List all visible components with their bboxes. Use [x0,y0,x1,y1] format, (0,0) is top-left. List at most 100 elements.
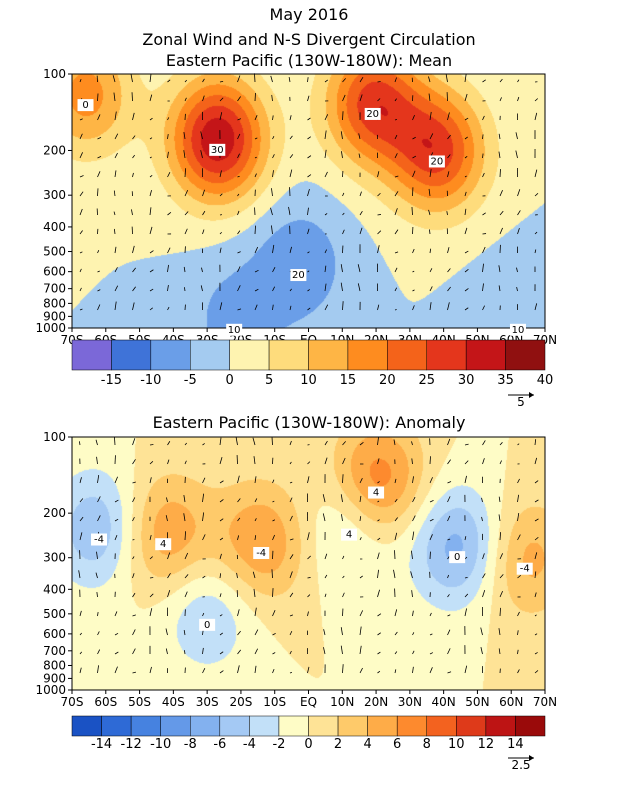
wind-arrow [340,264,343,273]
colorbar-swatch [308,715,339,737]
y-tick-label: 1000 [35,683,66,697]
wind-arrow [447,112,450,121]
wind-arrow [534,614,537,617]
wind-arrow [113,92,116,102]
wind-arrow [200,131,203,140]
wind-arrow [97,137,102,140]
y-tick-label: 500 [43,607,66,621]
wind-arrow [79,667,82,674]
colorbar-label: 40 [537,373,554,388]
wind-arrow [114,170,117,178]
wind-arrow [272,154,275,159]
wind-arrow [377,519,380,522]
wind-arrow [429,667,433,674]
wind-arrow [324,130,327,140]
wind-arrow [219,170,222,178]
wind-arrow [498,151,501,159]
wind-arrow [113,228,116,235]
wind-arrow [307,95,310,102]
colorbar-label: -5 [184,373,197,388]
colorbar-swatch [71,715,102,737]
wind-arrow [464,536,467,541]
wind-arrow [447,648,451,655]
wind-arrow [324,304,329,311]
wind-arrow [324,79,329,83]
wind-arrow [131,209,133,216]
wind-arrow [447,594,450,598]
wind-arrow [219,480,224,484]
wind-arrow [97,114,101,121]
wind-arrow [219,437,222,446]
wind-arrow [184,168,187,178]
wind-arrow [307,289,310,292]
colorbar-label: 6 [393,737,401,752]
wind-arrow [357,264,361,273]
contour-label: 20 [431,156,444,167]
colorbar-label: -15 [101,373,122,388]
wind-arrow [429,268,433,273]
wind-arrow [97,304,101,311]
wind-arrow [394,118,398,121]
colorbar-label: -2 [272,737,285,752]
wind-arrow [482,212,486,216]
wind-arrow [359,442,364,446]
colorbar-swatch [396,715,427,737]
wind-arrow [394,267,398,273]
x-tick-label: 40S [162,695,185,709]
wind-arrow [254,607,257,617]
wind-arrow [342,474,344,484]
colorbar-label: 12 [478,737,495,752]
wind-arrow [517,630,519,636]
wind-arrow [307,251,310,254]
wind-arrow [482,246,486,254]
x-tick-label: 60S [94,695,117,709]
wind-arrow [464,250,469,254]
wind-arrow [498,514,501,522]
wind-arrow [114,632,119,636]
wind-arrow [359,516,362,522]
wind-arrow [340,645,343,655]
x-tick-label: 70S [61,695,84,709]
wind-arrow [359,227,363,235]
wind-arrow [482,440,486,446]
wind-arrow [429,499,434,503]
y-tick-label: 200 [43,143,66,157]
wind-arrow [289,305,292,311]
contour-label-bg [226,323,243,336]
anomaly-title: Eastern Pacific (130W-180W): Anomaly [153,413,466,432]
wind-arrow [342,441,346,446]
wind-arrow [202,647,204,655]
wind-arrow [482,172,485,178]
wind-arrow [79,78,82,83]
wind-arrow [340,627,343,636]
wind-arrow [447,574,450,579]
colorbar-swatch [278,715,309,737]
wind-arrow [132,172,134,178]
wind-arrow [184,591,188,598]
wind-arrow [219,614,223,617]
contour-label: 0 [82,100,88,111]
wind-arrow [289,246,292,254]
wind-arrow [307,555,311,560]
wind-arrow [254,173,257,178]
y-tick-label: 800 [43,658,66,672]
wind-arrow [464,665,468,674]
wind-arrow [517,512,520,522]
wind-arrow [289,497,293,503]
wind-arrow [482,283,484,292]
wind-arrow [165,515,168,522]
wind-arrow [254,665,257,674]
wind-arrow [429,477,433,484]
wind-arrow [237,630,241,636]
wind-arrow [307,228,310,235]
colorbar-label: 2 [334,737,342,752]
wind-arrow [322,494,326,503]
wind-arrow [132,497,136,503]
wind-arrow [516,267,518,273]
wind-arrow [114,267,118,273]
wind-arrow [377,552,380,560]
wind-arrow [359,610,364,617]
wind-arrow [377,245,380,254]
wind-arrow [254,246,259,254]
